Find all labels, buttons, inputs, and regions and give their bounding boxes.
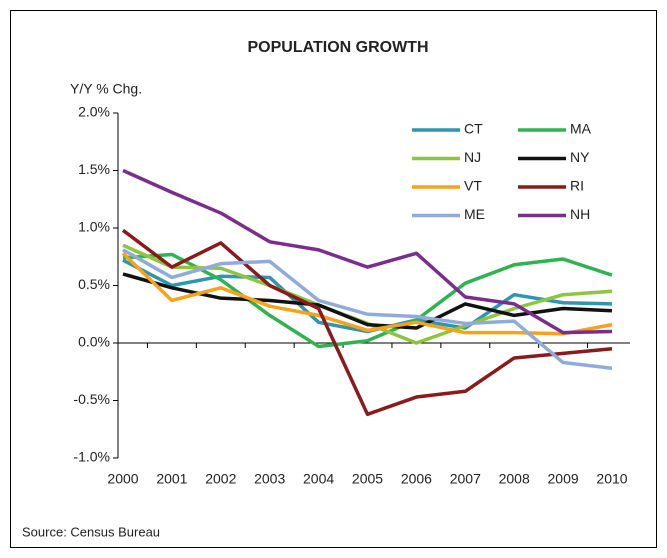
x-tick-label: 2007 (450, 471, 481, 487)
series-line (122, 168, 613, 335)
x-tick-label: 2008 (499, 471, 530, 487)
y-tick-label: 0.5% (78, 276, 110, 292)
x-tick-label: 2006 (401, 471, 432, 487)
legend-label: RI (570, 178, 584, 194)
x-tick-label: 2003 (254, 471, 285, 487)
x-tick-label: 2000 (107, 471, 138, 487)
chart-title: POPULATION GROWTH (247, 39, 428, 56)
y-axis-label: Y/Y % Chg. (70, 81, 142, 97)
y-tick-label: 1.0% (78, 219, 110, 235)
x-tick-label: 2005 (352, 471, 383, 487)
legend-label: NH (570, 206, 590, 222)
x-tick-label: 2009 (548, 471, 579, 487)
series-line (121, 228, 613, 417)
y-tick-label: 1.5% (78, 161, 110, 177)
y-tick-label: 0.0% (78, 334, 110, 350)
x-tick-label: 2002 (205, 471, 236, 487)
series-line (122, 248, 613, 371)
x-tick-label: 2010 (596, 471, 627, 487)
series-line (122, 252, 613, 349)
y-tick-label: -1.0% (73, 449, 110, 465)
legend-label: CT (464, 121, 483, 137)
x-tick-label: 2004 (303, 471, 334, 487)
legend-label: NJ (464, 149, 481, 165)
legend-label: MA (570, 121, 592, 137)
source: Source: Census Bureau (22, 524, 160, 539)
x-tick-label: 2001 (156, 471, 187, 487)
y-tick-label: -0.5% (73, 391, 110, 407)
legend-label: NY (570, 149, 590, 165)
legend-label: ME (464, 206, 485, 222)
y-tick-label: 2.0% (78, 104, 110, 120)
legend-label: VT (464, 178, 482, 194)
